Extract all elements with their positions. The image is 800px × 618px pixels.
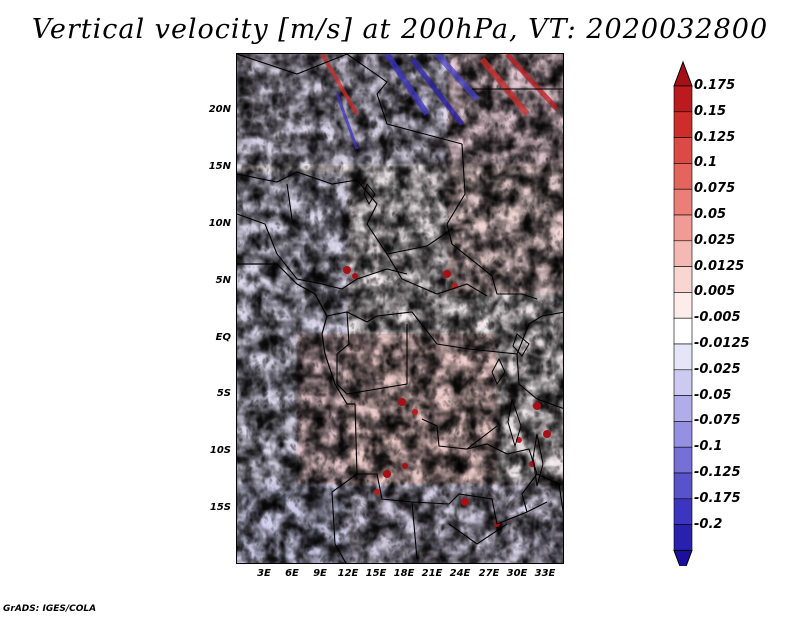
colorbar-segment bbox=[673, 317, 693, 345]
colorbar-tick-label: 0.15 bbox=[694, 103, 727, 119]
lon-label-33e: 33E bbox=[534, 568, 556, 579]
colorbar-tick-label: -0.2 bbox=[694, 516, 723, 532]
plot-title: Vertical velocity [m/s] at 200hPa, VT: 2… bbox=[31, 14, 769, 45]
colorbar-segment bbox=[673, 266, 693, 293]
colorbar-segment bbox=[673, 395, 693, 422]
colorbar-tick-label: -0.125 bbox=[694, 465, 741, 480]
colorbar bbox=[673, 60, 693, 566]
colorbar-arrow-top bbox=[673, 60, 693, 87]
coastline bbox=[237, 263, 355, 405]
colorbar-segment bbox=[673, 111, 693, 138]
lat-label-20n: 20N bbox=[208, 104, 231, 115]
colorbar-segment bbox=[673, 369, 693, 396]
lakes bbox=[363, 182, 544, 487]
map-panel bbox=[236, 53, 564, 564]
colorbar-tick-label: -0.1 bbox=[694, 439, 723, 455]
lat-label-eq: EQ bbox=[215, 332, 231, 343]
north-streaks bbox=[320, 54, 559, 150]
colorbar-tick-label: -0.0125 bbox=[694, 336, 750, 351]
vertical-velocity-map bbox=[237, 54, 563, 563]
lon-label-27e: 27E bbox=[478, 568, 500, 579]
colorbar-segment bbox=[673, 498, 693, 525]
lon-label-9e: 9E bbox=[313, 568, 327, 579]
colorbar-arrow-bottom bbox=[673, 549, 693, 566]
colorbar-segment bbox=[673, 163, 693, 190]
lon-label-12e: 12E bbox=[337, 568, 359, 579]
credit-text: GrADS: IGES/COLA bbox=[3, 604, 97, 614]
colorbar-tick-label: 0.005 bbox=[694, 284, 736, 300]
colorbar-tick-label: 0.125 bbox=[694, 129, 736, 145]
country-borders bbox=[237, 54, 563, 563]
colorbar-tick-label: 0.0125 bbox=[694, 258, 745, 274]
colorbar-tick-label: -0.005 bbox=[694, 310, 741, 326]
lon-label-15e: 15E bbox=[365, 568, 387, 579]
lat-label-15s: 15S bbox=[209, 502, 231, 513]
lon-label-21e: 21E bbox=[421, 568, 443, 579]
colorbar-tick-label: 0.025 bbox=[694, 232, 736, 248]
lat-label-5s: 5S bbox=[216, 388, 231, 399]
lat-label-10n: 10N bbox=[208, 218, 231, 229]
lat-label-5n: 5N bbox=[215, 275, 231, 286]
field-noise-fine bbox=[237, 54, 563, 563]
colorbar-tick-label: 0.1 bbox=[694, 155, 718, 171]
colorbar-segment bbox=[673, 292, 693, 319]
lon-label-6e: 6E bbox=[285, 568, 299, 579]
colorbar-segment bbox=[673, 446, 693, 474]
lon-label-30e: 30E bbox=[506, 568, 528, 579]
lat-label-15n: 15N bbox=[208, 161, 231, 172]
colorbar-segment bbox=[673, 472, 693, 500]
colorbar-segment bbox=[673, 137, 693, 164]
lon-label-3e: 3E bbox=[257, 568, 271, 579]
colorbar-segment bbox=[673, 214, 693, 242]
colorbar-tick-label: 0.05 bbox=[694, 207, 727, 222]
colorbar-segment bbox=[673, 524, 693, 551]
lon-label-24e: 24E bbox=[449, 568, 471, 579]
colorbar-tick-label: -0.05 bbox=[694, 387, 732, 403]
colorbar-segment bbox=[673, 343, 693, 371]
convective-cells bbox=[343, 266, 551, 527]
colorbar-tick-label: -0.175 bbox=[694, 490, 741, 506]
colorbar-tick-label: -0.075 bbox=[694, 413, 741, 429]
lat-label-10s: 10S bbox=[209, 445, 231, 456]
colorbar-segment bbox=[673, 85, 693, 113]
colorbar-tick-label: -0.025 bbox=[694, 361, 741, 377]
colorbar-segment bbox=[673, 240, 693, 267]
colorbar-segment bbox=[673, 421, 693, 448]
colorbar-segment bbox=[673, 188, 693, 216]
lon-label-18e: 18E bbox=[393, 568, 415, 579]
colorbar-tick-label: 0.075 bbox=[694, 181, 736, 197]
colorbar-tick-label: 0.175 bbox=[694, 78, 736, 93]
